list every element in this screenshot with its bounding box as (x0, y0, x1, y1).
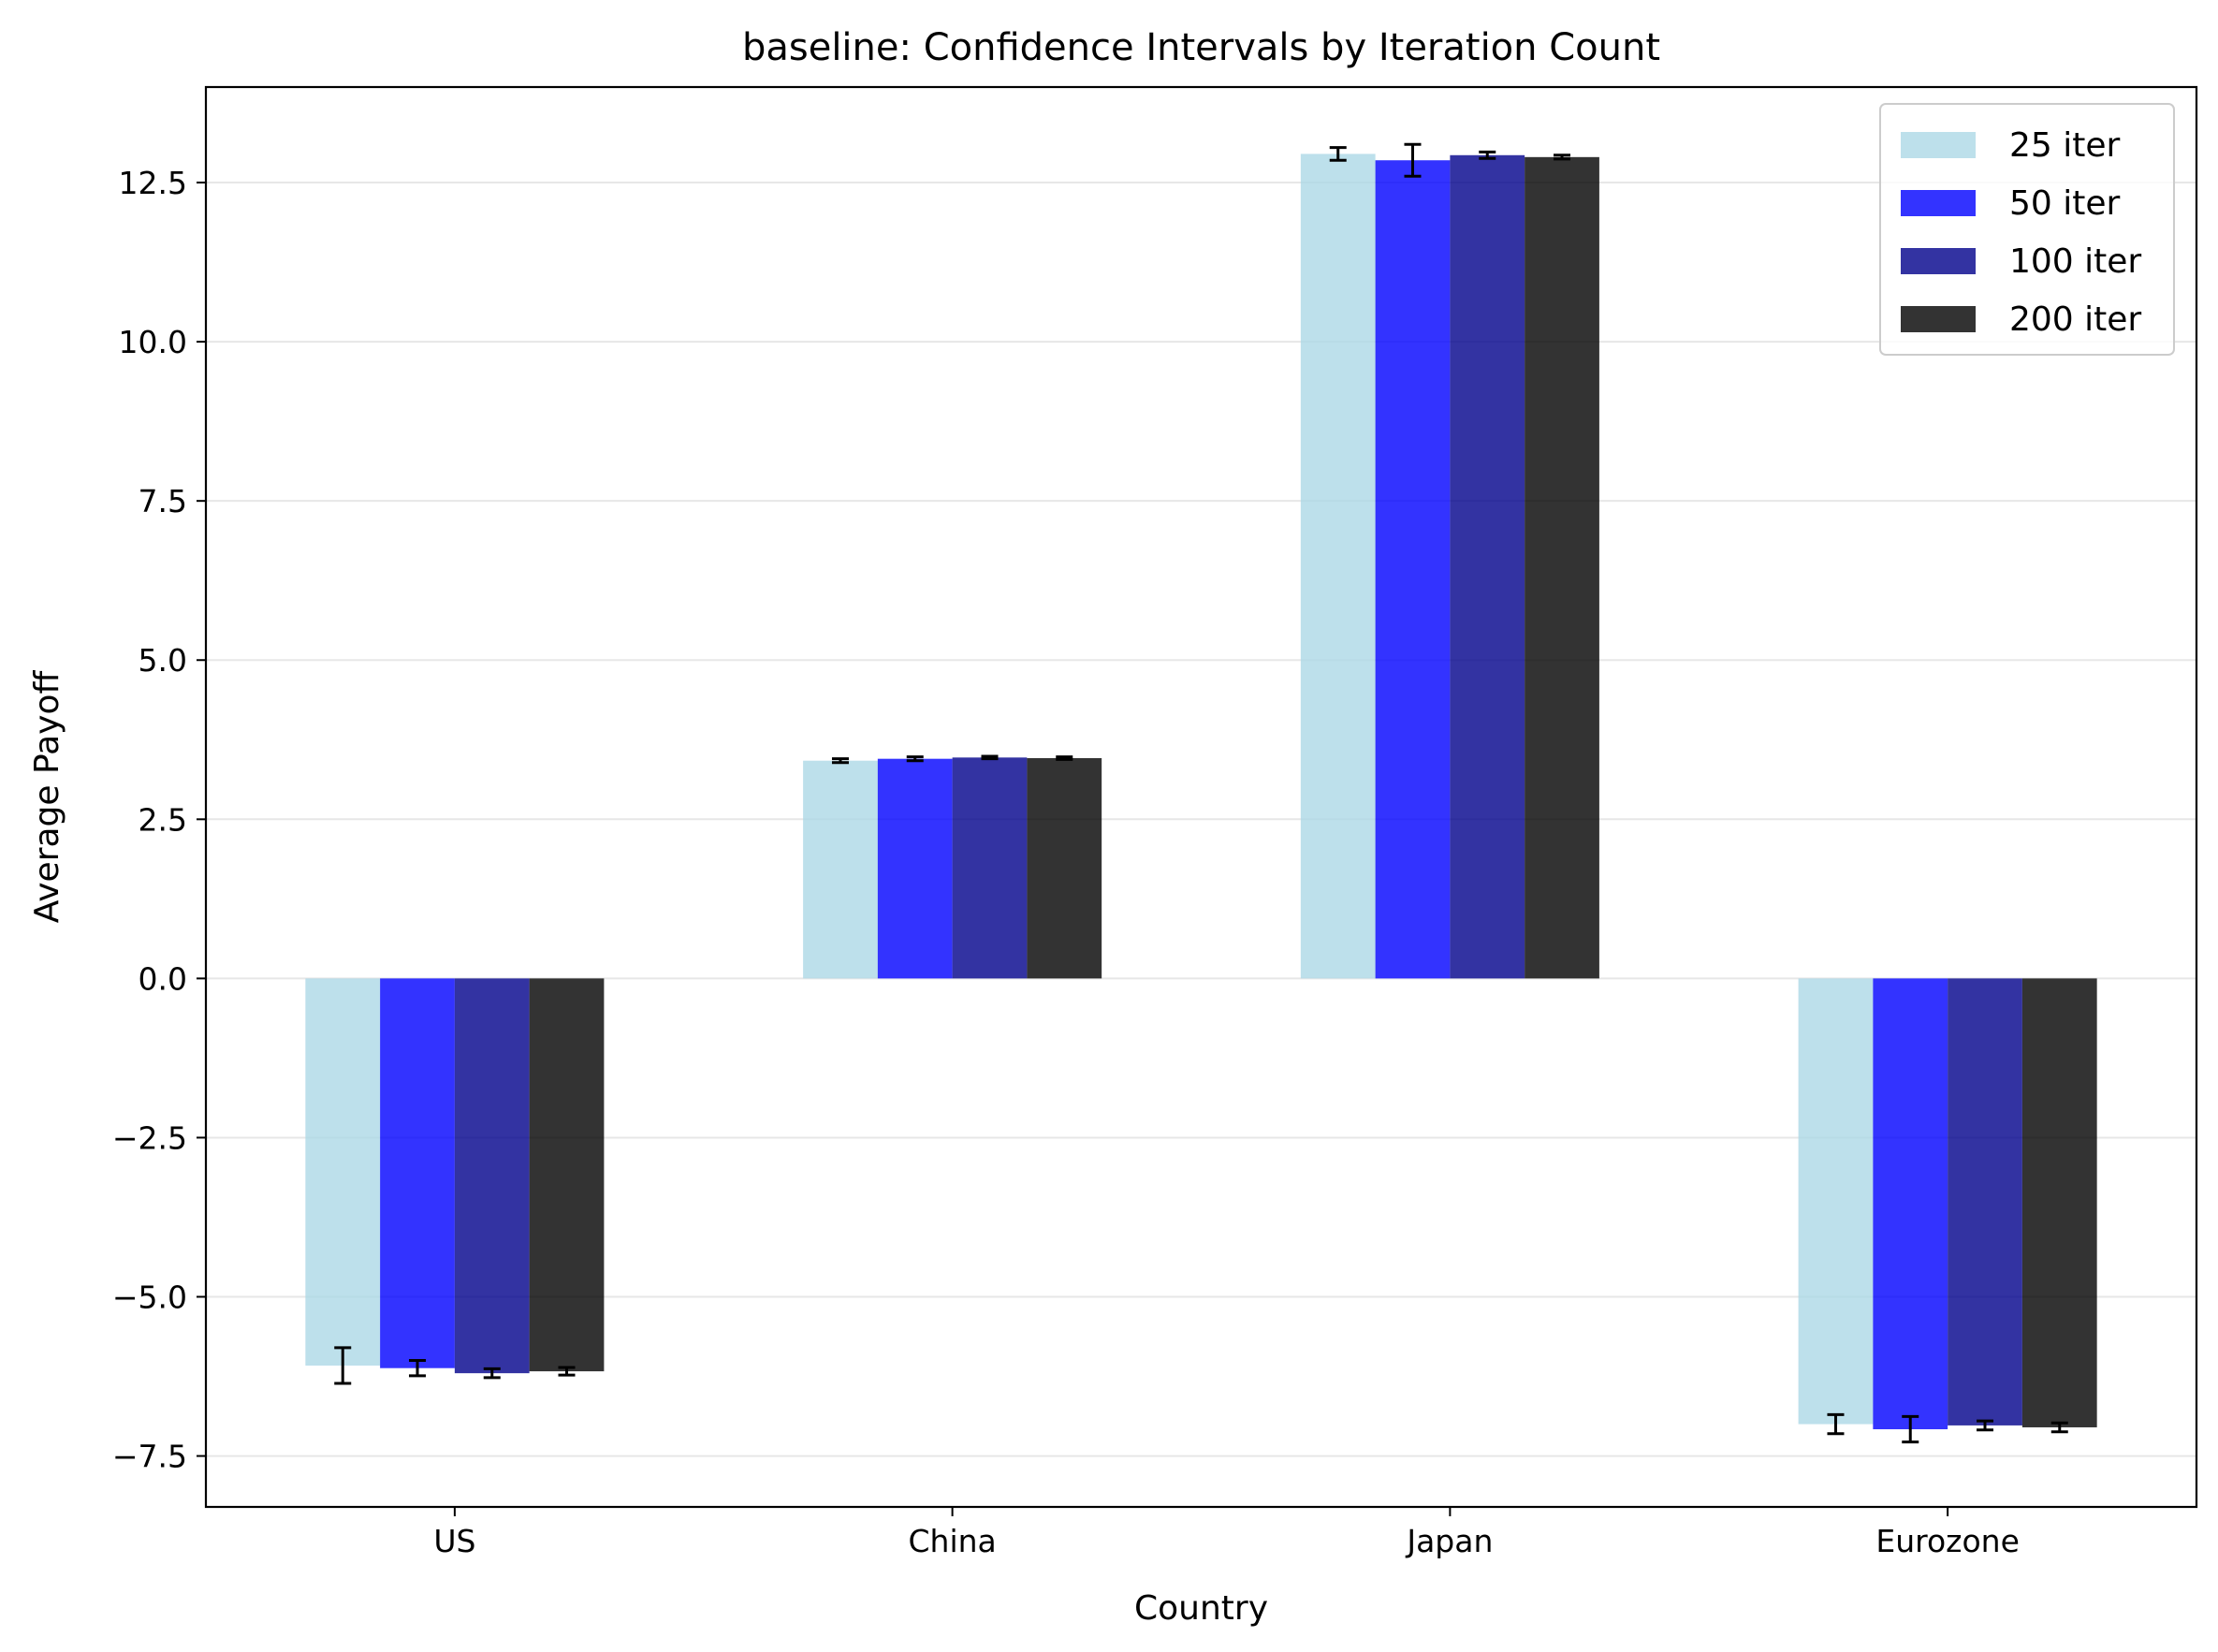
y-tick-label: −5.0 (112, 1279, 187, 1316)
legend-swatch (1901, 132, 1976, 158)
bar (454, 978, 530, 1374)
bar (1948, 978, 2022, 1425)
bar (1027, 758, 1102, 979)
bar (803, 760, 878, 979)
x-tick-label: Japan (1405, 1523, 1493, 1559)
y-tick-label: 5.0 (139, 642, 187, 679)
bar (305, 978, 381, 1366)
bar (952, 757, 1028, 979)
y-tick-label: −7.5 (112, 1439, 187, 1475)
y-tick-label: 12.5 (119, 165, 187, 201)
bars (305, 154, 2097, 1430)
x-axis-label: Country (1134, 1589, 1268, 1628)
bar (1450, 154, 1525, 979)
bar (2021, 978, 2097, 1427)
legend: 25 iter 50 iter 100 iter 200 iter (1879, 103, 2175, 356)
bar (380, 978, 455, 1368)
legend-label: 200 iter (2009, 300, 2141, 339)
y-tick-label: −2.5 (112, 1119, 187, 1156)
bar (529, 978, 605, 1372)
y-tick-label: 10.0 (119, 324, 187, 360)
plot-frame (204, 85, 2198, 1509)
y-axis: −7.5 −5.0 −2.5 0.0 2.5 5.0 7.5 10.0 12.5 (112, 165, 206, 1475)
x-axis: US China Japan Eurozone (433, 1507, 2020, 1559)
legend-swatch (1901, 190, 1976, 216)
legend-label: 25 iter (2009, 126, 2121, 165)
legend-swatch (1901, 248, 1976, 274)
x-tick-label: Eurozone (1875, 1523, 2020, 1559)
bar (1375, 160, 1451, 979)
error-bars (334, 142, 2068, 1444)
bar (877, 758, 953, 979)
legend-label: 50 iter (2009, 184, 2121, 223)
y-tick-label: 7.5 (139, 483, 187, 519)
y-axis-label: Average Payoff (28, 670, 66, 924)
bar (1873, 978, 1948, 1430)
legend-label: 100 iter (2009, 242, 2141, 281)
legend-box (1879, 103, 2175, 356)
x-tick-label: US (433, 1523, 475, 1559)
legend-swatch (1901, 306, 1976, 332)
y-tick-label: 2.5 (139, 801, 187, 838)
x-tick-label: China (908, 1523, 996, 1559)
bar (1525, 156, 1599, 979)
bar (1300, 154, 1376, 979)
bar (1798, 978, 1874, 1425)
chart-title: baseline: Confidence Intervals by Iterat… (742, 26, 1660, 69)
y-tick-label: 0.0 (139, 960, 187, 997)
